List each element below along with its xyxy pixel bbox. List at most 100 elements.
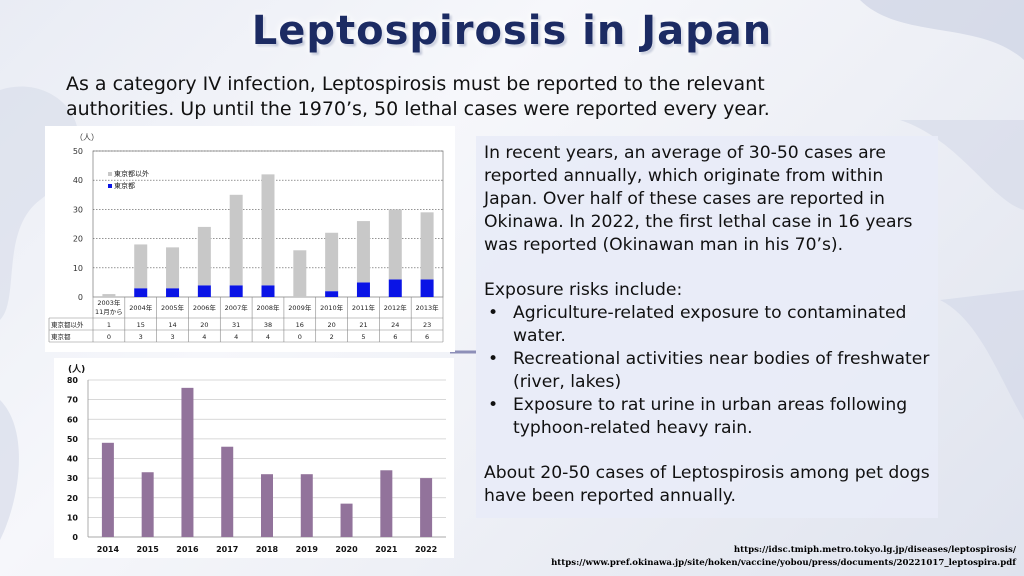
table-row-label: 東京都: [51, 332, 71, 341]
x-tick-label: 2011年: [352, 303, 376, 312]
y-tick-label: 30: [67, 474, 79, 483]
bar-outside-tokyo: [229, 194, 243, 286]
y-tick-label: 30: [73, 205, 83, 214]
y-tick-label: 60: [67, 415, 79, 424]
risks-heading: Exposure risks include:: [484, 280, 683, 300]
bar-outside-tokyo: [356, 221, 370, 283]
table-value-outside: 1: [107, 321, 111, 329]
y-tick-label: 40: [73, 176, 83, 185]
y-tick-label: 40: [67, 455, 79, 464]
table-value-outside: 38: [264, 321, 272, 329]
x-tick-label: 2014: [97, 545, 120, 554]
y-tick-label: 10: [73, 264, 83, 273]
bar: [101, 442, 114, 537]
table-value-tokyo: 6: [425, 333, 429, 341]
references: https://idsc.tmiph.metro.tokyo.lg.jp/dis…: [551, 544, 1016, 570]
table-value-tokyo: 6: [393, 333, 397, 341]
x-tick-label: 2005年: [161, 303, 185, 312]
bar-outside-tokyo: [261, 174, 275, 286]
bar-tokyo: [261, 285, 275, 297]
table-value-tokyo: 5: [361, 333, 365, 341]
bar: [221, 446, 234, 537]
y-tick-label: 20: [73, 235, 83, 244]
bar-tokyo: [325, 291, 339, 297]
chart-tokyo-cases: （人） 0 10 20 30 40 50 東京都以外 東京都 2003年 11月から 1 0 2004年 1…: [45, 126, 455, 352]
x-tick-label: 2012年: [384, 303, 408, 312]
y-tick-label: 0: [78, 293, 83, 302]
y-tick-label: 10: [67, 513, 79, 522]
intro-text: As a category IV infection, Leptospirosi…: [66, 73, 770, 120]
y-tick-label: 20: [67, 494, 79, 503]
x-tick-label: 2004年: [129, 303, 153, 312]
table-row-label: 東京都以外: [51, 320, 84, 329]
bar-tokyo: [197, 285, 211, 297]
table-value-tokyo: 4: [266, 333, 270, 341]
bar-tokyo: [356, 282, 370, 297]
y-tick-label: 70: [67, 396, 79, 405]
x-tick-label: 2009年: [288, 303, 312, 312]
bar: [420, 478, 433, 537]
bar-outside-tokyo: [293, 250, 307, 297]
legend-tokyo: 東京都: [114, 181, 135, 190]
table-value-tokyo: 0: [298, 333, 302, 341]
chart-tokyo-cases-svg: （人）01020304050東京都以外東京都2003年11月から102004年1…: [48, 133, 444, 343]
x-tick-label: 2006年: [193, 303, 217, 312]
table-value-tokyo: 3: [139, 333, 143, 341]
bullet-icon: •: [488, 395, 499, 415]
bar: [261, 474, 273, 537]
x-tick-label: 2022: [415, 545, 437, 554]
bar-outside-tokyo: [197, 226, 211, 286]
chart-annual-cases-svg: (人) 0 10 20 30 40 50 60 70 80 2014 2015 2016 2017 2018…: [67, 363, 446, 554]
bar: [141, 472, 154, 537]
table-value-tokyo: 3: [170, 333, 174, 341]
x-tick-label: 2021: [375, 545, 398, 554]
list-item: • Recreational activities near bodies of …: [488, 349, 930, 392]
table-value-outside: 21: [359, 321, 367, 329]
list-item: • Agriculture-related exposure to contami…: [488, 303, 907, 346]
table-value-outside: 15: [137, 321, 145, 329]
bar-tokyo: [229, 285, 243, 297]
table-value-outside: 31: [232, 321, 240, 329]
info-paragraph-dogs: About 20-50 cases of Leptospirosis among…: [484, 463, 930, 506]
bar-tokyo: [388, 279, 402, 297]
x-tick-label: 2003年: [97, 298, 121, 307]
reference-link[interactable]: https://www.pref.okinawa.jp/site/hoken/v…: [551, 558, 1016, 568]
y-tick-label: 50: [73, 147, 83, 156]
table-value-outside: 24: [391, 321, 399, 329]
x-tick-label: 2020: [335, 545, 358, 554]
x-tick-label: 2019: [296, 545, 319, 554]
table-value-tokyo: 2: [330, 333, 334, 341]
y-tick-label: 50: [67, 435, 79, 444]
table-value-outside: 23: [423, 321, 431, 329]
bar: [181, 387, 194, 537]
x-tick-label: 2016: [176, 545, 199, 554]
info-panel: In recent years, an average of 30-50 cas…: [476, 136, 938, 518]
y-unit-label: (人): [68, 363, 85, 375]
table-value-outside: 14: [168, 321, 176, 329]
list-item: • Exposure to rat urine in urban areas fo…: [488, 395, 908, 438]
table-value-outside: 20: [327, 321, 335, 329]
x-tick-label: 2010年: [320, 303, 344, 312]
x-tick-label: 2017: [216, 545, 238, 554]
x-tick-label: 11月から: [95, 308, 123, 316]
bar: [380, 470, 393, 537]
bar-outside-tokyo: [166, 247, 180, 289]
bar-tokyo: [166, 288, 180, 297]
x-tick-label: 2015: [137, 545, 160, 554]
bar-outside-tokyo: [102, 294, 116, 297]
legend-swatch-outside: [108, 172, 112, 176]
y-tick-label: 0: [72, 533, 78, 542]
table-value-tokyo: 4: [202, 333, 206, 341]
x-tick-label: 2018: [256, 545, 279, 554]
reference-link[interactable]: https://idsc.tmiph.metro.tokyo.lg.jp/dis…: [733, 545, 1016, 555]
x-tick-label: 2008年: [256, 303, 280, 312]
y-unit-label: （人）: [75, 133, 99, 142]
bar-outside-tokyo: [420, 212, 434, 280]
bar: [340, 503, 353, 537]
table-value-outside: 16: [296, 321, 304, 329]
x-tick-label: 2007年: [225, 303, 249, 312]
bar-outside-tokyo: [388, 209, 402, 280]
page-title: Leptospirosis in Japan: [251, 8, 773, 54]
bar-tokyo: [420, 279, 434, 297]
x-tick-label: 2013年: [416, 303, 440, 312]
